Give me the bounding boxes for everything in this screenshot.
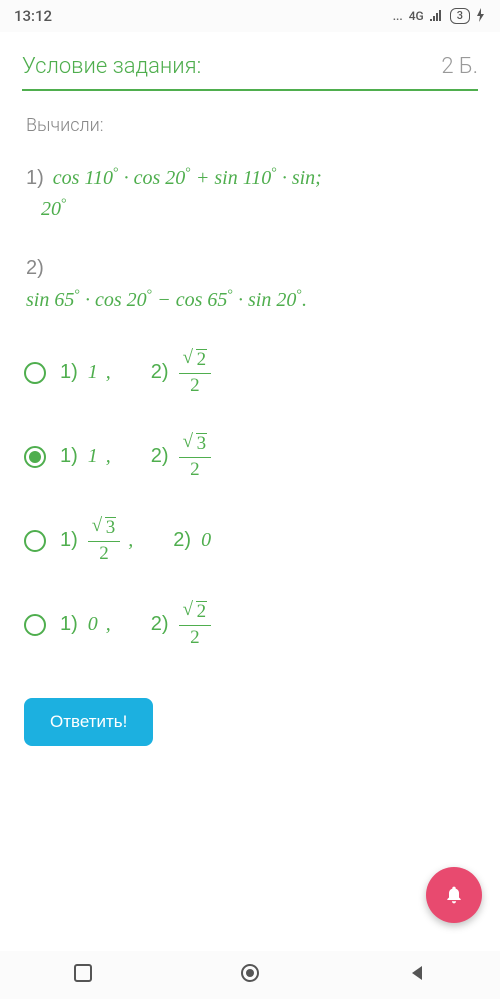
status-time: 13:12 <box>14 7 52 25</box>
task-subheader: Вычисли: <box>22 115 478 136</box>
back-button[interactable] <box>408 964 426 986</box>
option-1-text: 1) 1 , 2) 2 2 <box>60 349 211 397</box>
radio-1[interactable] <box>24 362 46 384</box>
android-navbar <box>0 951 500 999</box>
option-3-text: 1) 3 2 , 2) 0 <box>60 517 211 565</box>
radio-2[interactable] <box>24 446 46 468</box>
fraction: 2 2 <box>179 601 212 649</box>
fraction: 3 2 <box>179 433 212 481</box>
problem-1-num: 1) <box>26 167 44 189</box>
option-4-text: 1) 0 , 2) 2 2 <box>60 601 211 649</box>
status-net: 4G <box>409 9 424 23</box>
problem-1: 1) cos 110° · cos 20° + sin 110° · sin; … <box>22 162 478 225</box>
task-points: 2 Б. <box>441 54 478 79</box>
option-2-text: 1) 1 , 2) 3 2 <box>60 433 211 481</box>
task-title: Условие задания: <box>22 54 201 79</box>
status-bar: 13:12 ... 4G 3 <box>0 0 500 32</box>
notification-fab[interactable] <box>426 867 482 923</box>
charging-icon <box>476 8 486 25</box>
radio-4[interactable] <box>24 614 46 636</box>
recent-apps-button[interactable] <box>74 964 92 986</box>
option-4[interactable]: 1) 0 , 2) 2 2 <box>24 600 478 650</box>
problem-2-num: 2) <box>26 257 44 279</box>
task-header: Условие задания: 2 Б. <box>22 54 478 91</box>
main-content: Условие задания: 2 Б. Вычисли: 1) cos 11… <box>0 32 500 746</box>
problems: 1) cos 110° · cos 20° + sin 110° · sin; … <box>22 162 478 316</box>
problem-1-expr: cos 110° · cos 20° + sin 110° · sin; 20° <box>26 167 322 221</box>
problem-2-expr: sin 65° · cos 20° − cos 65° · sin 20°. <box>26 289 307 311</box>
status-dots: ... <box>393 9 403 23</box>
option-2[interactable]: 1) 1 , 2) 3 2 <box>24 432 478 482</box>
fraction: 3 2 <box>88 517 121 565</box>
bell-icon <box>444 885 464 905</box>
signal-icon <box>430 9 444 24</box>
option-1[interactable]: 1) 1 , 2) 2 2 <box>24 348 478 398</box>
option-3[interactable]: 1) 3 2 , 2) 0 <box>24 516 478 566</box>
status-right: ... 4G 3 <box>393 8 486 25</box>
options-list: 1) 1 , 2) 2 2 1) 1 , 2) 3 2 <box>22 348 478 650</box>
problem-2: 2) sin 65° · cos 20° − cos 65° · sin 20°… <box>22 253 478 316</box>
battery-icon: 3 <box>450 8 470 24</box>
answer-button[interactable]: Ответить! <box>24 698 153 746</box>
fraction: 2 2 <box>179 349 212 397</box>
radio-3[interactable] <box>24 530 46 552</box>
home-button[interactable] <box>240 963 260 987</box>
